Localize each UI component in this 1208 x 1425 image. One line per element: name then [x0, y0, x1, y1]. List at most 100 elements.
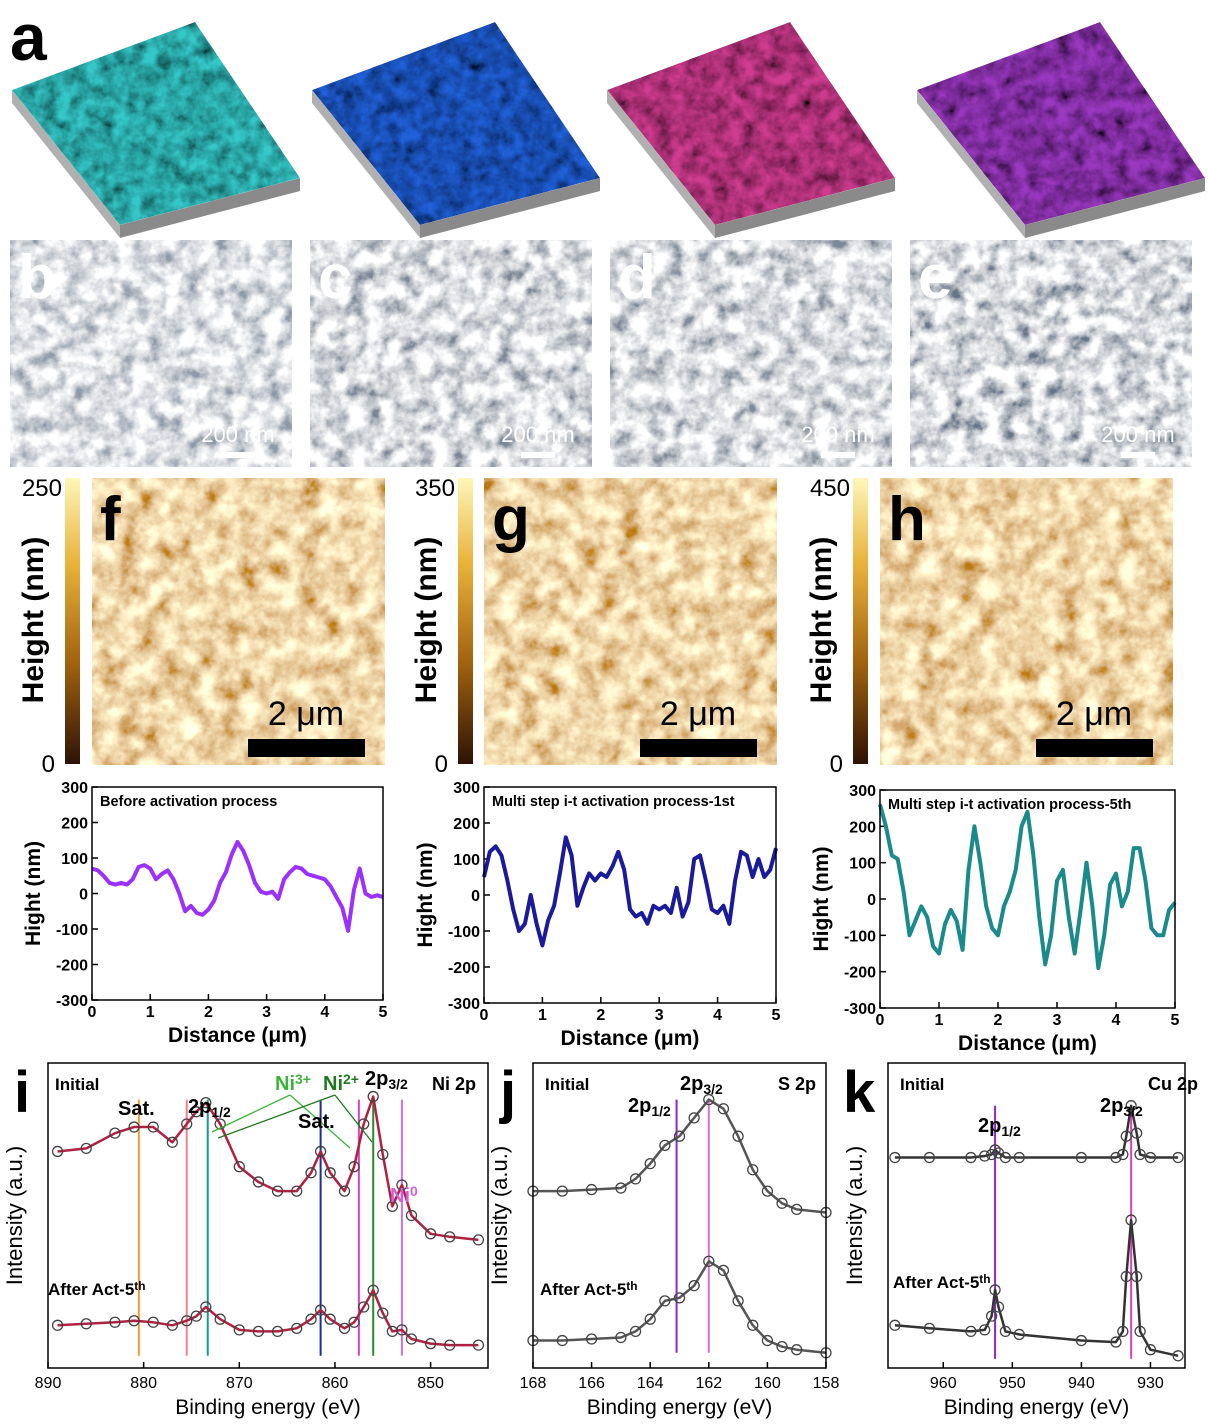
y-tick-label: -200: [448, 960, 480, 977]
y-tick-label: 200: [849, 819, 876, 836]
panel-label: c: [318, 243, 352, 312]
chart-title: Multi step i-t activation process-5th: [888, 797, 1131, 813]
annotation: 2p3/2: [1100, 1095, 1143, 1119]
chart-title: Ni 2p: [432, 1074, 476, 1094]
annotation-sup: 0: [410, 1183, 418, 1199]
annotation-base: 2p: [365, 1068, 388, 1090]
colorbar-tick-label: 0: [42, 751, 55, 778]
x-tick-label: 880: [130, 1375, 157, 1392]
y-axis-label: Intensity (a.u.): [487, 1146, 512, 1285]
series-label-base: Initial: [545, 1075, 589, 1094]
fit-envelope: [533, 1100, 826, 1213]
y-tick-label: 200: [453, 816, 480, 833]
panel-label: a: [10, 0, 48, 74]
panel-label: j: [499, 1060, 516, 1125]
annotation: Ni3+: [275, 1071, 311, 1095]
colorbar-tick-label: 0: [435, 751, 448, 778]
annotation-sup: 3+: [295, 1071, 311, 1087]
y-tick-label: 100: [453, 852, 480, 869]
series-label: After Act-5th: [48, 1279, 146, 1299]
scale-bar: [248, 739, 365, 757]
series-label-base: Initial: [900, 1075, 944, 1094]
y-tick-label: 0: [867, 892, 876, 909]
x-tick-label: 166: [578, 1375, 605, 1392]
y-tick-label: 300: [61, 780, 88, 797]
x-tick-label: 158: [813, 1375, 840, 1392]
annotation: Sat.: [118, 1098, 155, 1120]
x-tick-label: 940: [1068, 1375, 1095, 1392]
x-tick-label: 870: [226, 1375, 253, 1392]
panel-label: i: [14, 1060, 30, 1125]
annotation-base: Ni: [323, 1073, 343, 1095]
colorbar-tick-label: 250: [22, 475, 62, 502]
series-label: After Act-5th: [540, 1279, 638, 1299]
annotation-sub: 3/2: [703, 1081, 723, 1097]
scale-label: 200 nm: [501, 422, 574, 447]
x-tick-label: 890: [35, 1375, 62, 1392]
annotation-base: 2p: [1100, 1095, 1123, 1117]
annotation-base: Sat.: [118, 1098, 155, 1120]
panel-label: b: [18, 243, 56, 312]
series-label-base: After Act-5: [48, 1280, 134, 1299]
y-axis-label: Hight (nm): [414, 843, 437, 948]
series-label-base: Initial: [55, 1075, 99, 1094]
x-axis-label: Distance (μm): [958, 1032, 1097, 1055]
plot-frame: [533, 1063, 826, 1368]
y-axis-label: Hight (nm): [22, 841, 45, 946]
scale-bar: [1036, 739, 1153, 757]
x-tick-label: 160: [754, 1375, 781, 1392]
colorbar-label: Height (nm): [805, 537, 838, 704]
x-tick-label: 5: [379, 1004, 388, 1021]
annotation: 2p3/2: [680, 1073, 723, 1097]
x-tick-label: 3: [262, 1004, 271, 1021]
series-label: Initial: [545, 1075, 589, 1094]
scale-bar: [221, 452, 255, 458]
annotation: Sat.: [298, 1111, 335, 1133]
x-tick-label: 0: [480, 1007, 489, 1024]
panel-label: e: [918, 243, 952, 312]
annotation-sub: 3/2: [388, 1076, 408, 1092]
x-tick-label: 0: [88, 1004, 97, 1021]
profile-line: [880, 805, 1175, 969]
y-tick-label: -300: [844, 1001, 876, 1018]
x-tick-label: 3: [655, 1007, 664, 1024]
colorbar-label: Height (nm): [410, 537, 443, 704]
x-tick-label: 0: [876, 1012, 885, 1029]
panel-label: h: [888, 485, 926, 554]
x-tick-label: 5: [1171, 1012, 1180, 1029]
chart-title: Cu 2p: [1148, 1074, 1198, 1094]
annotation-sub: 1/2: [1001, 1123, 1021, 1139]
y-tick-label: -100: [844, 928, 876, 945]
scale-bar: [521, 452, 555, 458]
x-tick-label: 1: [146, 1004, 155, 1021]
scale-label: 200 nm: [1101, 422, 1174, 447]
x-tick-label: 960: [930, 1375, 957, 1392]
x-tick-label: 4: [320, 1004, 329, 1021]
annotation: Ni2+: [323, 1071, 359, 1095]
x-axis-label: Distance (μm): [168, 1024, 307, 1047]
scale-label: 200 nm: [801, 422, 874, 447]
x-tick-label: 850: [417, 1375, 444, 1392]
annotation: 2p1/2: [628, 1095, 671, 1119]
x-tick-label: 2: [596, 1007, 605, 1024]
y-tick-label: 200: [61, 816, 88, 833]
x-axis-label: Binding energy (eV): [944, 1396, 1130, 1419]
y-tick-label: 100: [849, 856, 876, 873]
series-label-sup: th: [979, 1272, 990, 1286]
y-tick-label: -100: [448, 924, 480, 941]
series-label-base: After Act-5: [540, 1280, 626, 1299]
series-label-sup: th: [134, 1279, 145, 1293]
x-tick-label: 162: [695, 1375, 722, 1392]
annotation-base: Ni: [390, 1185, 410, 1207]
scale-label: 2 μm: [268, 695, 344, 733]
x-tick-label: 2: [204, 1004, 213, 1021]
profile-line: [92, 842, 383, 931]
x-tick-label: 3: [1053, 1012, 1062, 1029]
chart-title: Multi step i-t activation process-1st: [492, 794, 735, 810]
series-label: Initial: [55, 1075, 99, 1094]
series-label-base: After Act-5: [893, 1273, 979, 1292]
annotation: 2p1/2: [978, 1115, 1021, 1139]
fit-envelope: [533, 1261, 826, 1353]
colorbar-tick-label: 0: [830, 751, 843, 778]
x-axis-label: Distance (μm): [561, 1027, 700, 1050]
